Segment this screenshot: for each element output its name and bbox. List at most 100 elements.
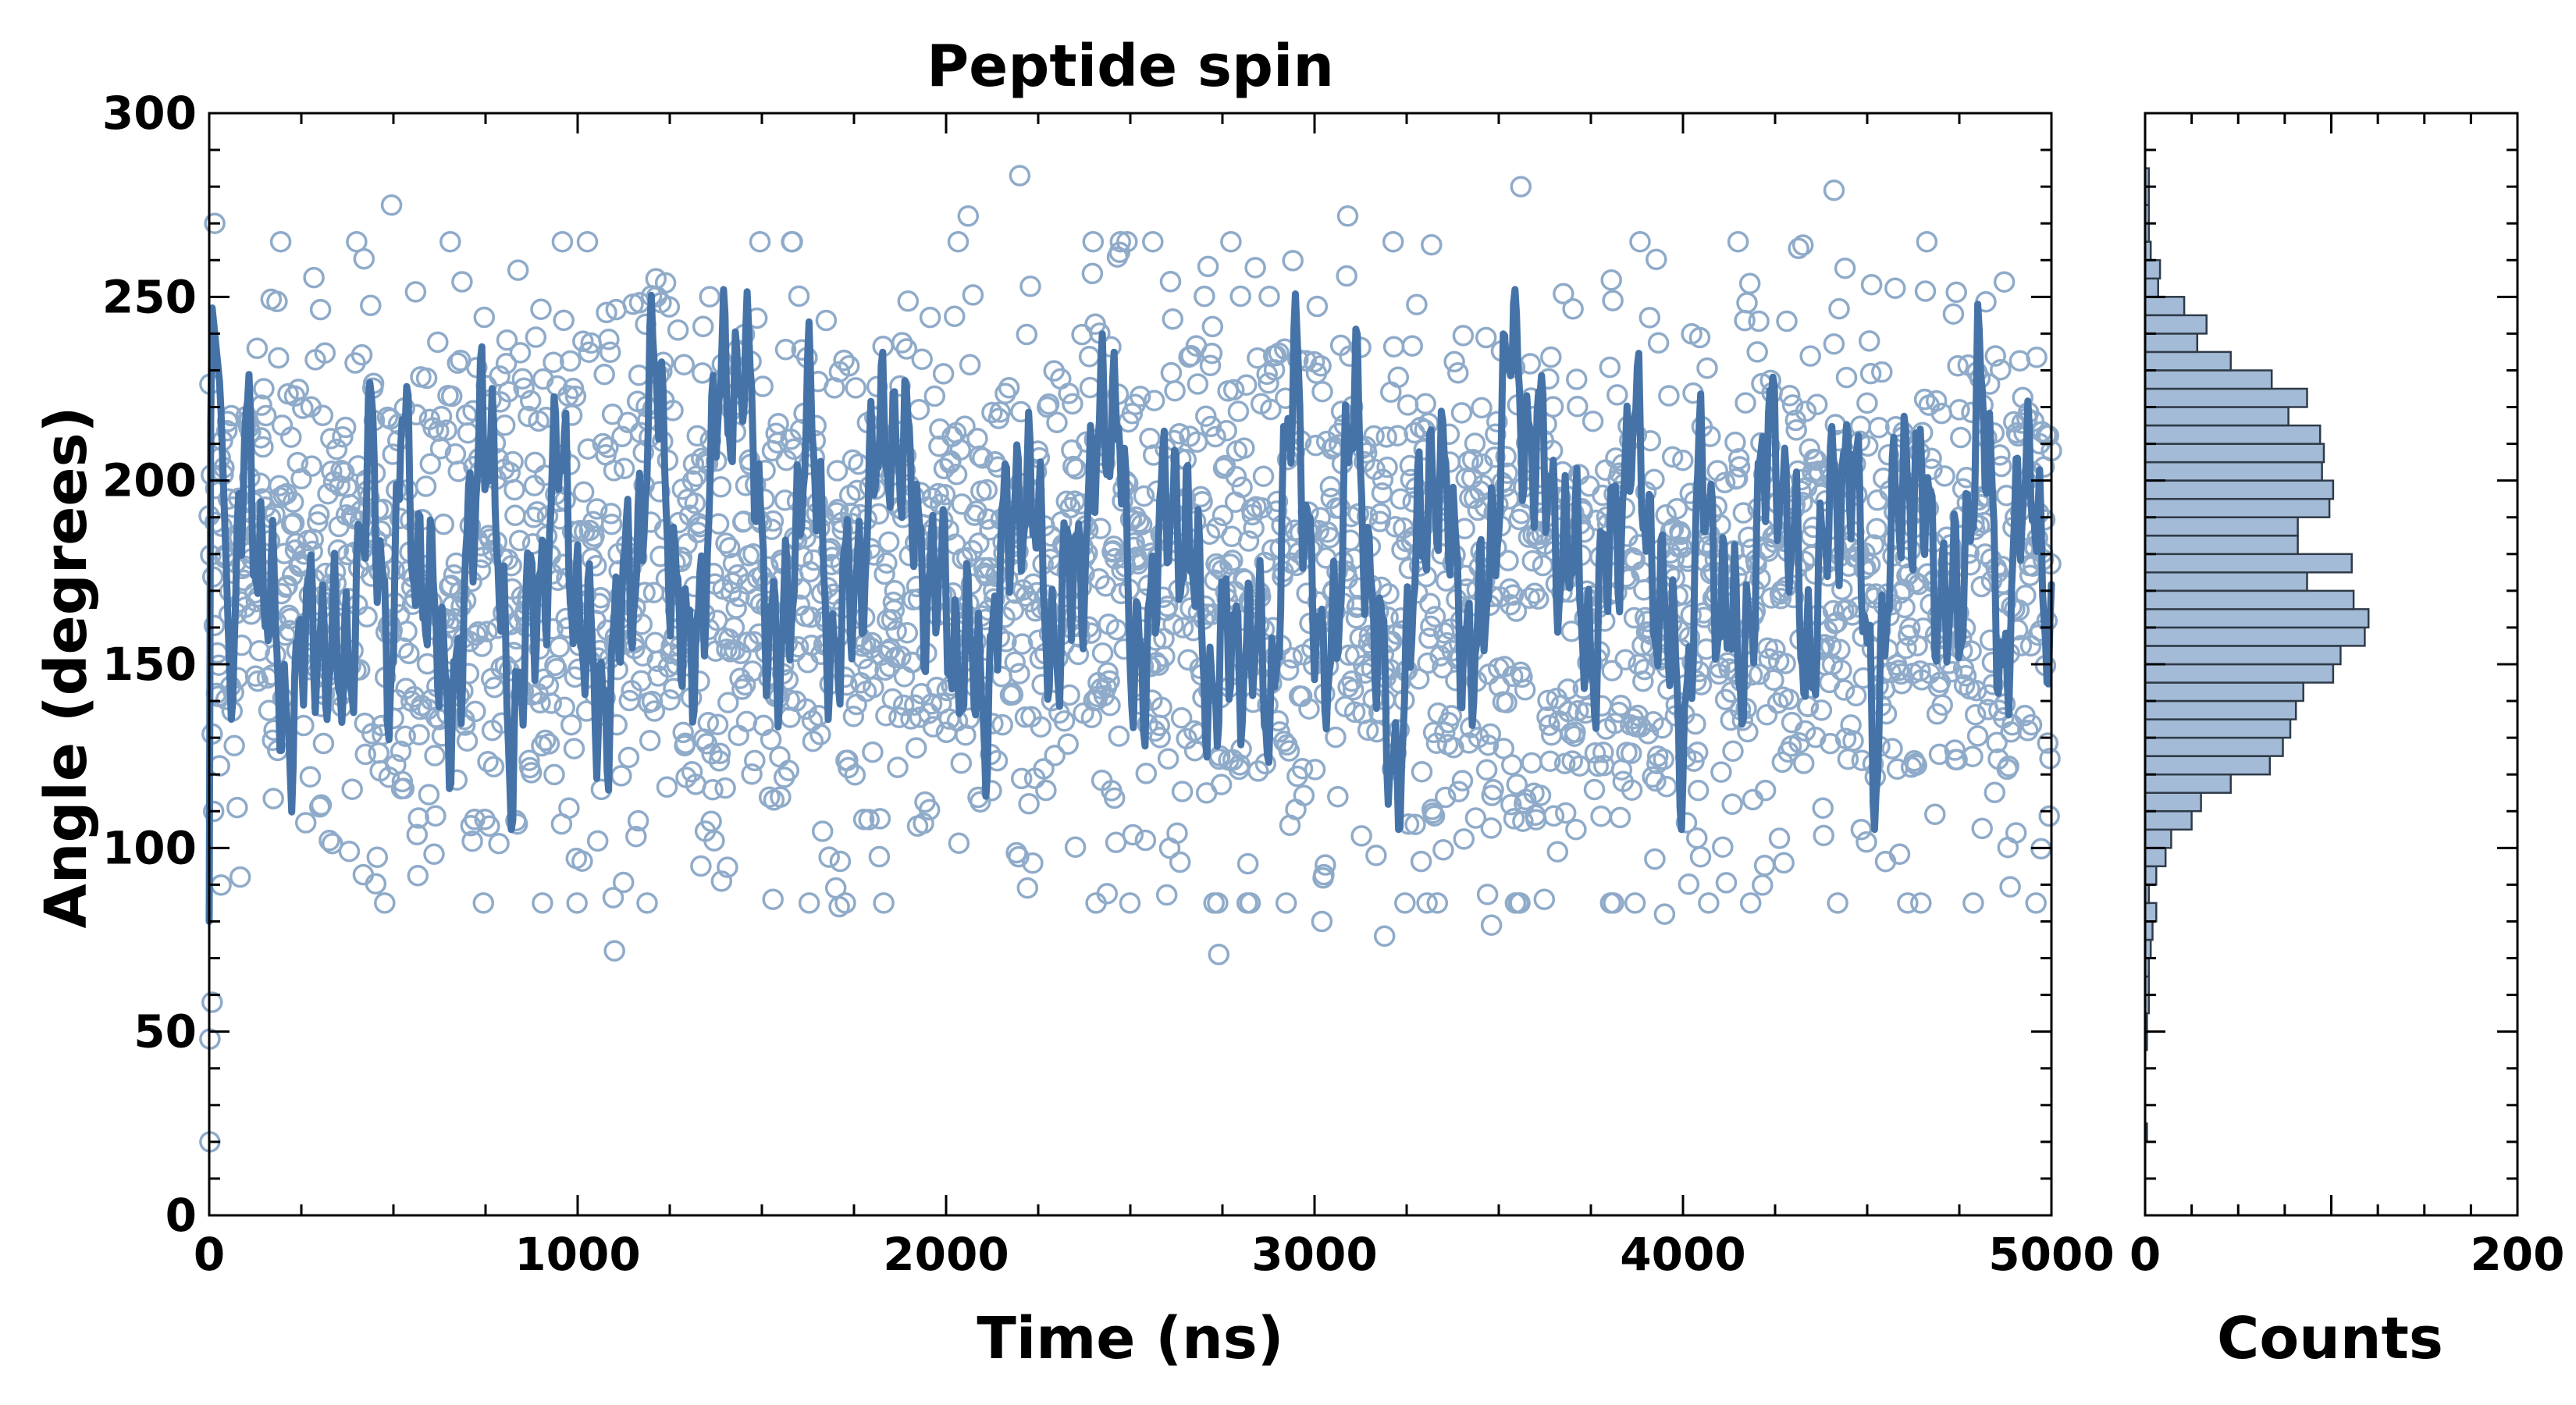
scatter-point <box>378 766 400 788</box>
scatter-point <box>1258 285 1280 308</box>
scatter-point <box>509 342 532 364</box>
scatter-point <box>1220 230 1242 253</box>
scatter-point <box>858 809 880 831</box>
scatter-point <box>1546 841 1569 863</box>
scatter-point <box>596 301 617 324</box>
scatter-point <box>1782 586 1805 609</box>
scatter-point <box>890 646 912 667</box>
scatter-point <box>911 348 933 371</box>
scatter-point <box>1453 828 1475 850</box>
histogram-bar <box>2144 387 2308 408</box>
scatter-point <box>1275 892 1297 914</box>
scatter-point <box>950 752 973 774</box>
scatter-point <box>1898 617 1921 639</box>
scatter-point <box>226 796 248 819</box>
histogram-bar <box>2144 681 2304 702</box>
scatter-point <box>1210 774 1233 795</box>
scatter-point <box>697 711 720 734</box>
scatter-point <box>1407 668 1430 690</box>
scatter-point <box>1154 646 1176 667</box>
histogram-bar <box>2144 479 2335 500</box>
scatter-point <box>489 365 511 387</box>
histogram-bar <box>2144 828 2172 849</box>
scatter-point <box>1475 759 1498 781</box>
scatter-point <box>1247 760 1269 782</box>
scatter-point <box>959 354 981 376</box>
histogram-bar <box>2144 791 2202 813</box>
scatter-point <box>1197 255 1219 278</box>
scatter-point <box>2026 347 2048 368</box>
scatter-point <box>1945 281 1967 304</box>
scatter-point <box>520 762 543 784</box>
scatter-point <box>1443 737 1464 759</box>
scatter-point <box>563 738 585 759</box>
scatter-point <box>1774 653 1796 674</box>
scatter-point <box>283 512 305 534</box>
scatter-point <box>1172 617 1194 638</box>
scatter-point <box>1742 788 1764 811</box>
scatter-point <box>1881 738 1903 759</box>
scatter-point <box>1243 517 1265 539</box>
x-tick-label: 5000 <box>1988 1228 2114 1281</box>
scatter-point <box>1382 336 1405 357</box>
scatter-point <box>659 688 681 711</box>
scatter-point <box>1091 642 1114 664</box>
scatter-point <box>1671 536 1693 559</box>
scatter-point <box>566 892 588 914</box>
scatter-point <box>625 825 647 848</box>
scatter-point <box>268 347 290 369</box>
scatter-point <box>863 676 884 699</box>
scatter-point <box>464 700 486 723</box>
scatter-point <box>1237 530 1260 552</box>
scatter-point <box>1966 725 1989 747</box>
scatter-point <box>654 272 677 294</box>
scatter-point <box>1201 342 1223 365</box>
scatter-point <box>845 693 867 716</box>
scatter-point <box>1149 727 1171 749</box>
scatter-point <box>1866 489 1888 511</box>
scatter-point <box>1096 883 1119 905</box>
scatter-point <box>329 475 350 497</box>
scatter-point <box>439 230 461 253</box>
scatter-point <box>811 820 834 842</box>
scatter-point <box>1792 752 1815 774</box>
scatter-point <box>394 725 416 747</box>
scatter-point <box>1071 323 1093 346</box>
scatter-point <box>841 449 864 471</box>
scatter-point <box>1791 234 1814 256</box>
scatter-point <box>895 338 918 360</box>
scatter-point <box>1426 892 1449 914</box>
scatter-point <box>1037 393 1060 415</box>
scatter-point <box>1318 526 1341 549</box>
scatter-point <box>508 529 531 552</box>
scatter-point <box>1503 808 1525 830</box>
scatter-point <box>390 740 412 763</box>
scatter-point <box>1740 538 1763 560</box>
scatter-point <box>1451 770 1474 791</box>
scatter-point <box>887 756 909 778</box>
scatter-point <box>1942 303 1965 325</box>
scatter-point <box>1651 717 1674 739</box>
y-axis-label: Angle (degrees) <box>33 407 100 929</box>
scatter-point <box>867 503 890 525</box>
scatter-point <box>525 326 547 348</box>
scatter-point <box>826 460 849 482</box>
scatter-point <box>553 696 575 718</box>
scatter-point <box>1895 637 1917 660</box>
histogram-bar <box>2144 259 2161 280</box>
scatter-point <box>802 730 824 752</box>
scatter-point <box>1984 345 2006 367</box>
scatter-point <box>1971 817 1993 840</box>
scatter-point <box>769 745 791 768</box>
scatter-point <box>1369 503 1392 525</box>
histogram-bar <box>2144 718 2292 739</box>
scatter-point <box>718 536 741 559</box>
scatter-point <box>1888 843 1911 866</box>
scatter-point <box>929 418 951 440</box>
scatter-point <box>2025 892 2047 914</box>
scatter-point <box>246 337 269 360</box>
scatter-point <box>1371 482 1393 504</box>
scatter-point <box>891 332 913 354</box>
scatter-point <box>877 640 899 662</box>
scatter-point <box>1450 402 1473 424</box>
